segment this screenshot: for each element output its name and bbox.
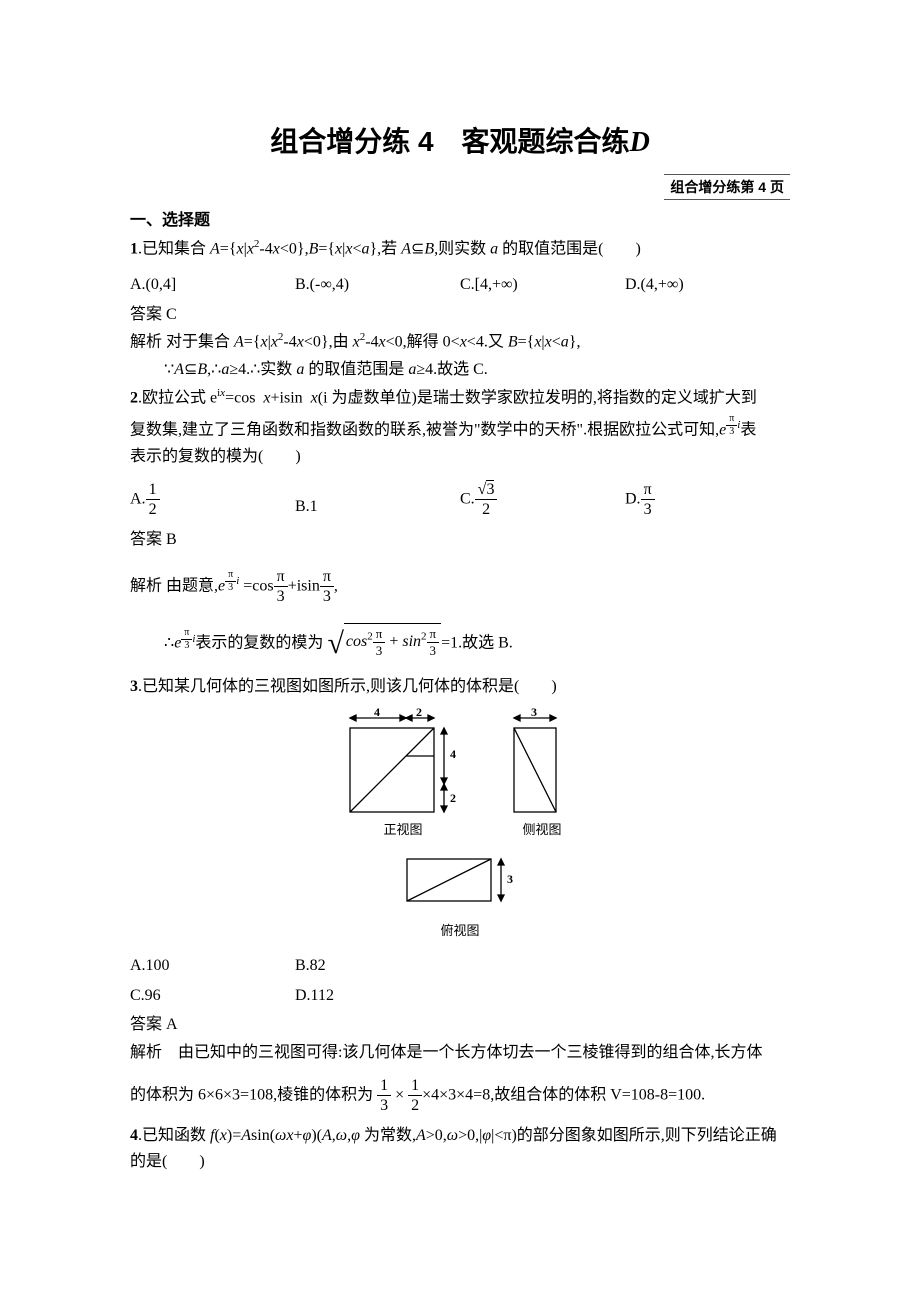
q2-explain-2: ∴eπ3i表示的复数的模为 √ cos2π3 + sin2π3 =1.故选 B.: [130, 620, 790, 668]
q3-choices-row1: A.100 B.82: [130, 953, 790, 979]
q2-opt-c: C.√32: [460, 480, 625, 519]
front-view-svg: 4 2 4 2: [338, 708, 468, 818]
q3-exp2-b: ×4×3×4=8,故组合体的体积 V=108-8=100.: [422, 1086, 705, 1103]
q2-exp1-b: =cos: [243, 577, 273, 594]
q3-choices-row2: C.96 D.112: [130, 983, 790, 1009]
q1-choices: A.(0,4] B.(-∞,4) C.[4,+∞) D.(4,+∞): [130, 272, 790, 298]
q2-choices: A.12 B.1 C.√32 D.π3: [130, 480, 790, 519]
q1-opt-d: D.(4,+∞): [625, 272, 790, 298]
dim-2a: 2: [416, 708, 422, 719]
q2-opt-d: D.π3: [625, 480, 790, 519]
q1-opt-c: C.[4,+∞): [460, 272, 625, 298]
q3-answer: 答案 A: [130, 1012, 790, 1038]
q3-opt-b: B.82: [295, 953, 460, 979]
subheader-badge: 组合增分练第 4 页: [664, 174, 790, 200]
q2-exp2-a: ∴: [164, 635, 174, 652]
q3-explain-2: 的体积为 6×6×3=108,棱锥的体积为 13 × 12×4×3×4=8,故组…: [130, 1076, 790, 1115]
dim-3b: 3: [507, 872, 513, 886]
q2-stem-line2: 复数集,建立了三角函数和指数函数的联系,被誉为"数学中的天桥".根据欧拉公式可知…: [130, 413, 790, 443]
q2-explain-1: 解析 由题意,eπ3i =cosπ3+isinπ3,: [130, 567, 790, 606]
q2-opt-b: B.1: [295, 494, 460, 520]
q2-stem-line3: 表示的复数的模为( ): [130, 444, 790, 470]
q1-stem: 1.已知集合 A={x|x2-4x<0},B={x|x<a},若 A⊆B,则实数…: [130, 236, 790, 262]
q3-diagram: 4 2 4 2 正视图 3: [130, 708, 790, 943]
q2-exp1-d: ,: [334, 577, 338, 594]
q2-opt-c-pref: C.: [460, 490, 475, 507]
q3-opt-a: A.100: [130, 953, 295, 979]
q1-answer: 答案 C: [130, 302, 790, 328]
title-italic-d: D: [630, 127, 650, 158]
q2-exp2-b: 表示的复数的模为: [195, 635, 323, 652]
top-view-label: 俯视图: [395, 921, 525, 942]
section-heading: 一、选择题: [130, 208, 790, 234]
dim-4b: 4: [450, 747, 456, 761]
q2-stem-line1: 2.欧拉公式 eix=cos x+isin x(i 为虚数单位)是瑞士数学家欧拉…: [130, 385, 790, 411]
q2-exp2-c: =1.故选 B.: [441, 635, 513, 652]
front-view-label: 正视图: [338, 820, 468, 841]
q1-opt-b: B.(-∞,4): [295, 272, 460, 298]
dim-4a: 4: [374, 708, 380, 719]
q3-opt-c: C.96: [130, 983, 295, 1009]
q2-exp1-a: 解析 由题意,: [130, 577, 218, 594]
q1-opt-a: A.(0,4]: [130, 272, 295, 298]
q3-opt-d: D.112: [295, 983, 460, 1009]
subheader-row: 组合增分练第 4 页: [130, 174, 790, 201]
q4-stem: 4.已知函数 f(x)=Asin(ωx+φ)(A,ω,φ 为常数,A>0,ω>0…: [130, 1123, 790, 1174]
title-main: 组合增分练 4 客观题综合练: [270, 126, 629, 157]
q2-answer: 答案 B: [130, 527, 790, 553]
q1-explain-2: ∵A⊆B,∴a≥4.∴实数 a 的取值范围是 a≥4.故选 C.: [130, 357, 790, 383]
q2-stem-c: 复数集,建立了三角函数和指数函数的联系,被誉为"数学中的天桥".根据欧拉公式可知…: [130, 421, 719, 438]
q3-explain-1: 解析 由已知中的三视图可得:该几何体是一个长方体切去一个三棱锥得到的组合体,长方…: [130, 1040, 790, 1066]
document-page: 组合增分练 4 客观题综合练D 组合增分练第 4 页 一、选择题 1.已知集合 …: [0, 0, 920, 1302]
page-title: 组合增分练 4 客观题综合练D: [130, 120, 790, 166]
side-view-svg: 3: [502, 708, 582, 818]
q2-opt-a: A.12: [130, 480, 295, 519]
side-view-label: 侧视图: [502, 820, 582, 841]
dim-3a: 3: [531, 708, 537, 719]
top-view-svg: 3: [395, 849, 525, 919]
q3-exp2-a: 的体积为 6×6×3=108,棱锥的体积为: [130, 1086, 373, 1103]
dim-2b: 2: [450, 791, 456, 805]
q1-explain-1: 解析 对于集合 A={x|x2-4x<0},由 x2-4x<0,解得 0<x<4…: [130, 329, 790, 355]
q3-stem: 3.已知某几何体的三视图如图所示,则该几何体的体积是( ): [130, 674, 790, 700]
q2-opt-a-pref: A.: [130, 490, 146, 507]
q2-opt-d-pref: D.: [625, 490, 641, 507]
q2-exp1-c: +isin: [288, 577, 320, 594]
